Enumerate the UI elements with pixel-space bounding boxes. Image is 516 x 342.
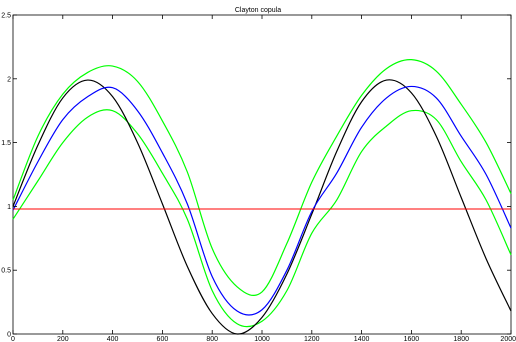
y-tick-label: 0	[7, 332, 11, 339]
y-tick-label: 0.5	[1, 268, 11, 275]
y-tick-label: 1.5	[1, 140, 11, 147]
x-tick-label: 800	[206, 336, 218, 342]
chart-title: Clayton copula	[235, 7, 281, 14]
y-tick-label: 2	[7, 76, 11, 83]
series-line-green-upper-band	[12, 59, 512, 296]
plot-frame	[12, 14, 512, 335]
series-line-green-lower-band	[12, 109, 512, 328]
x-tick-label: 1800	[453, 336, 469, 342]
series-line-blue-mean	[12, 85, 512, 316]
y-tick-label: 2.5	[1, 13, 11, 20]
x-tick-label: 0	[11, 336, 15, 342]
y-tick-label: 1	[7, 204, 11, 211]
x-tick-label: 600	[157, 336, 169, 342]
x-tick-label: 1400	[354, 336, 370, 342]
x-tick-label: 1200	[304, 336, 320, 342]
x-tick-label: 1000	[254, 336, 270, 342]
x-tick-label: 200	[57, 336, 69, 342]
series-line-black-sine	[12, 79, 512, 335]
axes-group	[12, 14, 512, 335]
ticks-group: 0 200 400 600 800 1000 1200 1400 1600 1800 2000 0 0.…	[1, 13, 516, 342]
series-group	[12, 59, 512, 335]
x-tick-label: 400	[107, 336, 119, 342]
x-tick-label: 1600	[404, 336, 420, 342]
x-tick-label: 2000	[500, 336, 516, 342]
